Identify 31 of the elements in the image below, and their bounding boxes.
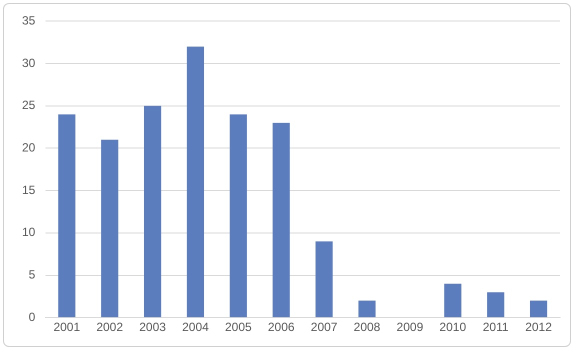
bar	[316, 241, 333, 318]
y-tick-label: 35	[22, 14, 36, 28]
x-tick-label: 2002	[96, 320, 124, 334]
bar	[58, 114, 76, 318]
bar	[444, 284, 462, 318]
bar	[530, 300, 548, 318]
x-tick-label: 2010	[439, 320, 466, 334]
x-tick-label: 2001	[53, 320, 80, 334]
x-tick-label: 2011	[482, 320, 509, 334]
x-tick-label: 2009	[396, 320, 424, 334]
bar	[487, 292, 504, 318]
bar	[358, 300, 376, 318]
x-tick-label: 2005	[224, 320, 252, 334]
x-tick-label: 2004	[182, 320, 210, 334]
y-tick-label: 0	[28, 310, 36, 324]
y-tick-label: 15	[22, 182, 36, 197]
bar	[272, 122, 290, 318]
y-tick-label: 30	[22, 56, 36, 70]
x-tick-label: 2012	[525, 320, 552, 334]
bar	[144, 106, 162, 318]
y-tick-label: 10	[22, 225, 36, 240]
bar	[101, 140, 118, 318]
x-tick-label: 2003	[139, 320, 166, 334]
bar	[230, 114, 247, 318]
y-tick-label: 5	[28, 268, 36, 282]
bar	[186, 46, 204, 318]
x-tick-label: 2007	[310, 320, 338, 334]
x-tick-label: 2006	[268, 320, 295, 334]
y-tick-label: 20	[22, 140, 36, 155]
x-tick-label: 2008	[354, 320, 381, 334]
y-tick-label: 25	[22, 98, 36, 112]
